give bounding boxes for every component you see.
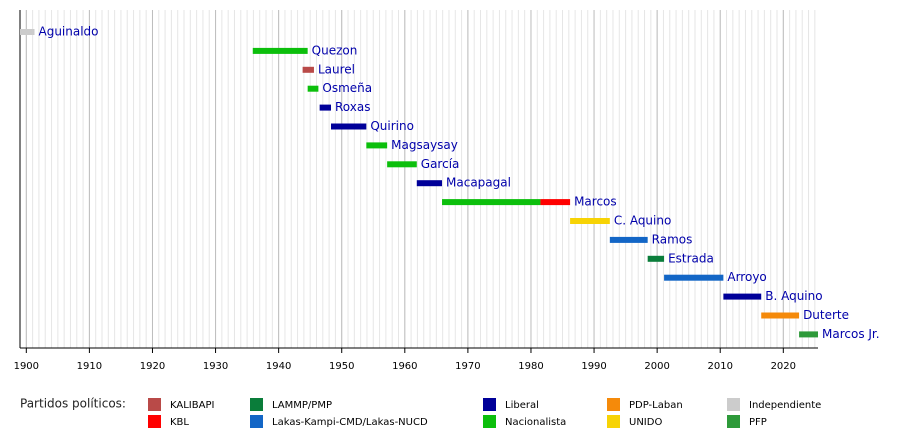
- term-bar: [540, 199, 571, 206]
- president-label: Estrada: [668, 251, 714, 265]
- legend-swatch: [727, 415, 740, 428]
- term-bar: [319, 104, 331, 111]
- term-bar: [647, 255, 665, 262]
- term-bar: [570, 218, 610, 224]
- x-tick-label: 2010: [707, 361, 732, 372]
- x-tick-label: 1950: [329, 361, 354, 372]
- x-tick-label: 1980: [518, 361, 543, 372]
- legend-swatch: [483, 415, 496, 428]
- president-label: Laurel: [318, 62, 355, 76]
- term-bar: [252, 47, 308, 54]
- x-tick-label: 2020: [771, 361, 796, 372]
- legend-label: LAMMP/PMP: [272, 400, 332, 411]
- term-bar: [302, 66, 314, 73]
- president-label: Quezon: [312, 43, 358, 57]
- legend-label: Lakas-Kampi-CMD/Lakas-NUCD: [272, 417, 428, 428]
- president-label: Magsaysay: [391, 138, 458, 152]
- president-label: Marcos: [574, 195, 617, 209]
- x-tick-label: 1970: [455, 361, 480, 372]
- legend-label: Liberal: [505, 400, 539, 411]
- president-label: C. Aquino: [614, 214, 672, 228]
- president-label: Arroyo: [727, 270, 766, 284]
- term-bar: [442, 199, 541, 206]
- x-tick-label: 1940: [266, 361, 291, 372]
- x-tick-label: 2000: [644, 361, 669, 372]
- term-bar: [664, 274, 724, 281]
- x-tick-label: 1920: [140, 361, 165, 372]
- president-label: García: [421, 157, 460, 171]
- legend-label: KBL: [170, 417, 189, 428]
- legend-swatch: [250, 398, 263, 411]
- legend-swatch: [148, 398, 161, 411]
- legend-swatch: [607, 398, 620, 411]
- x-tick-label: 1900: [14, 361, 39, 372]
- legend-label: PDP-Laban: [629, 400, 683, 411]
- legend-swatch: [727, 398, 740, 411]
- legend-swatch: [250, 415, 263, 428]
- x-tick-label: 1990: [581, 361, 606, 372]
- x-tick-label: 1960: [392, 361, 417, 372]
- term-bar: [330, 123, 367, 130]
- president-label: Osmeña: [322, 81, 372, 95]
- term-bar: [20, 29, 35, 35]
- president-label: Quirino: [370, 119, 414, 133]
- legend-label: Nacionalista: [505, 417, 566, 428]
- legend-label: Independiente: [749, 400, 821, 411]
- legend-title: Partidos políticos:: [20, 397, 126, 411]
- term-bar: [723, 293, 762, 300]
- legend-swatch: [148, 415, 161, 428]
- president-label: Ramos: [652, 232, 693, 246]
- legend-label: PFP: [749, 417, 767, 428]
- term-bar: [366, 142, 388, 149]
- term-bar: [609, 236, 648, 243]
- term-bar: [416, 180, 443, 187]
- legend-swatch: [483, 398, 496, 411]
- president-label: B. Aquino: [765, 289, 822, 303]
- president-label: Roxas: [335, 100, 370, 114]
- legend-label: UNIDO: [629, 417, 662, 428]
- x-tick-label: 1910: [77, 361, 102, 372]
- president-label: Marcos Jr.: [822, 327, 880, 341]
- term-bar: [799, 331, 818, 338]
- term-bar: [387, 161, 417, 168]
- term-bar: [307, 85, 319, 92]
- president-label: Macapagal: [446, 176, 511, 190]
- legend-swatch: [607, 415, 620, 428]
- president-label: Aguinaldo: [39, 25, 99, 39]
- x-tick-label: 1930: [203, 361, 228, 372]
- president-label: Duterte: [803, 308, 849, 322]
- term-bar: [761, 312, 800, 319]
- legend-label: KALIBAPI: [170, 400, 214, 411]
